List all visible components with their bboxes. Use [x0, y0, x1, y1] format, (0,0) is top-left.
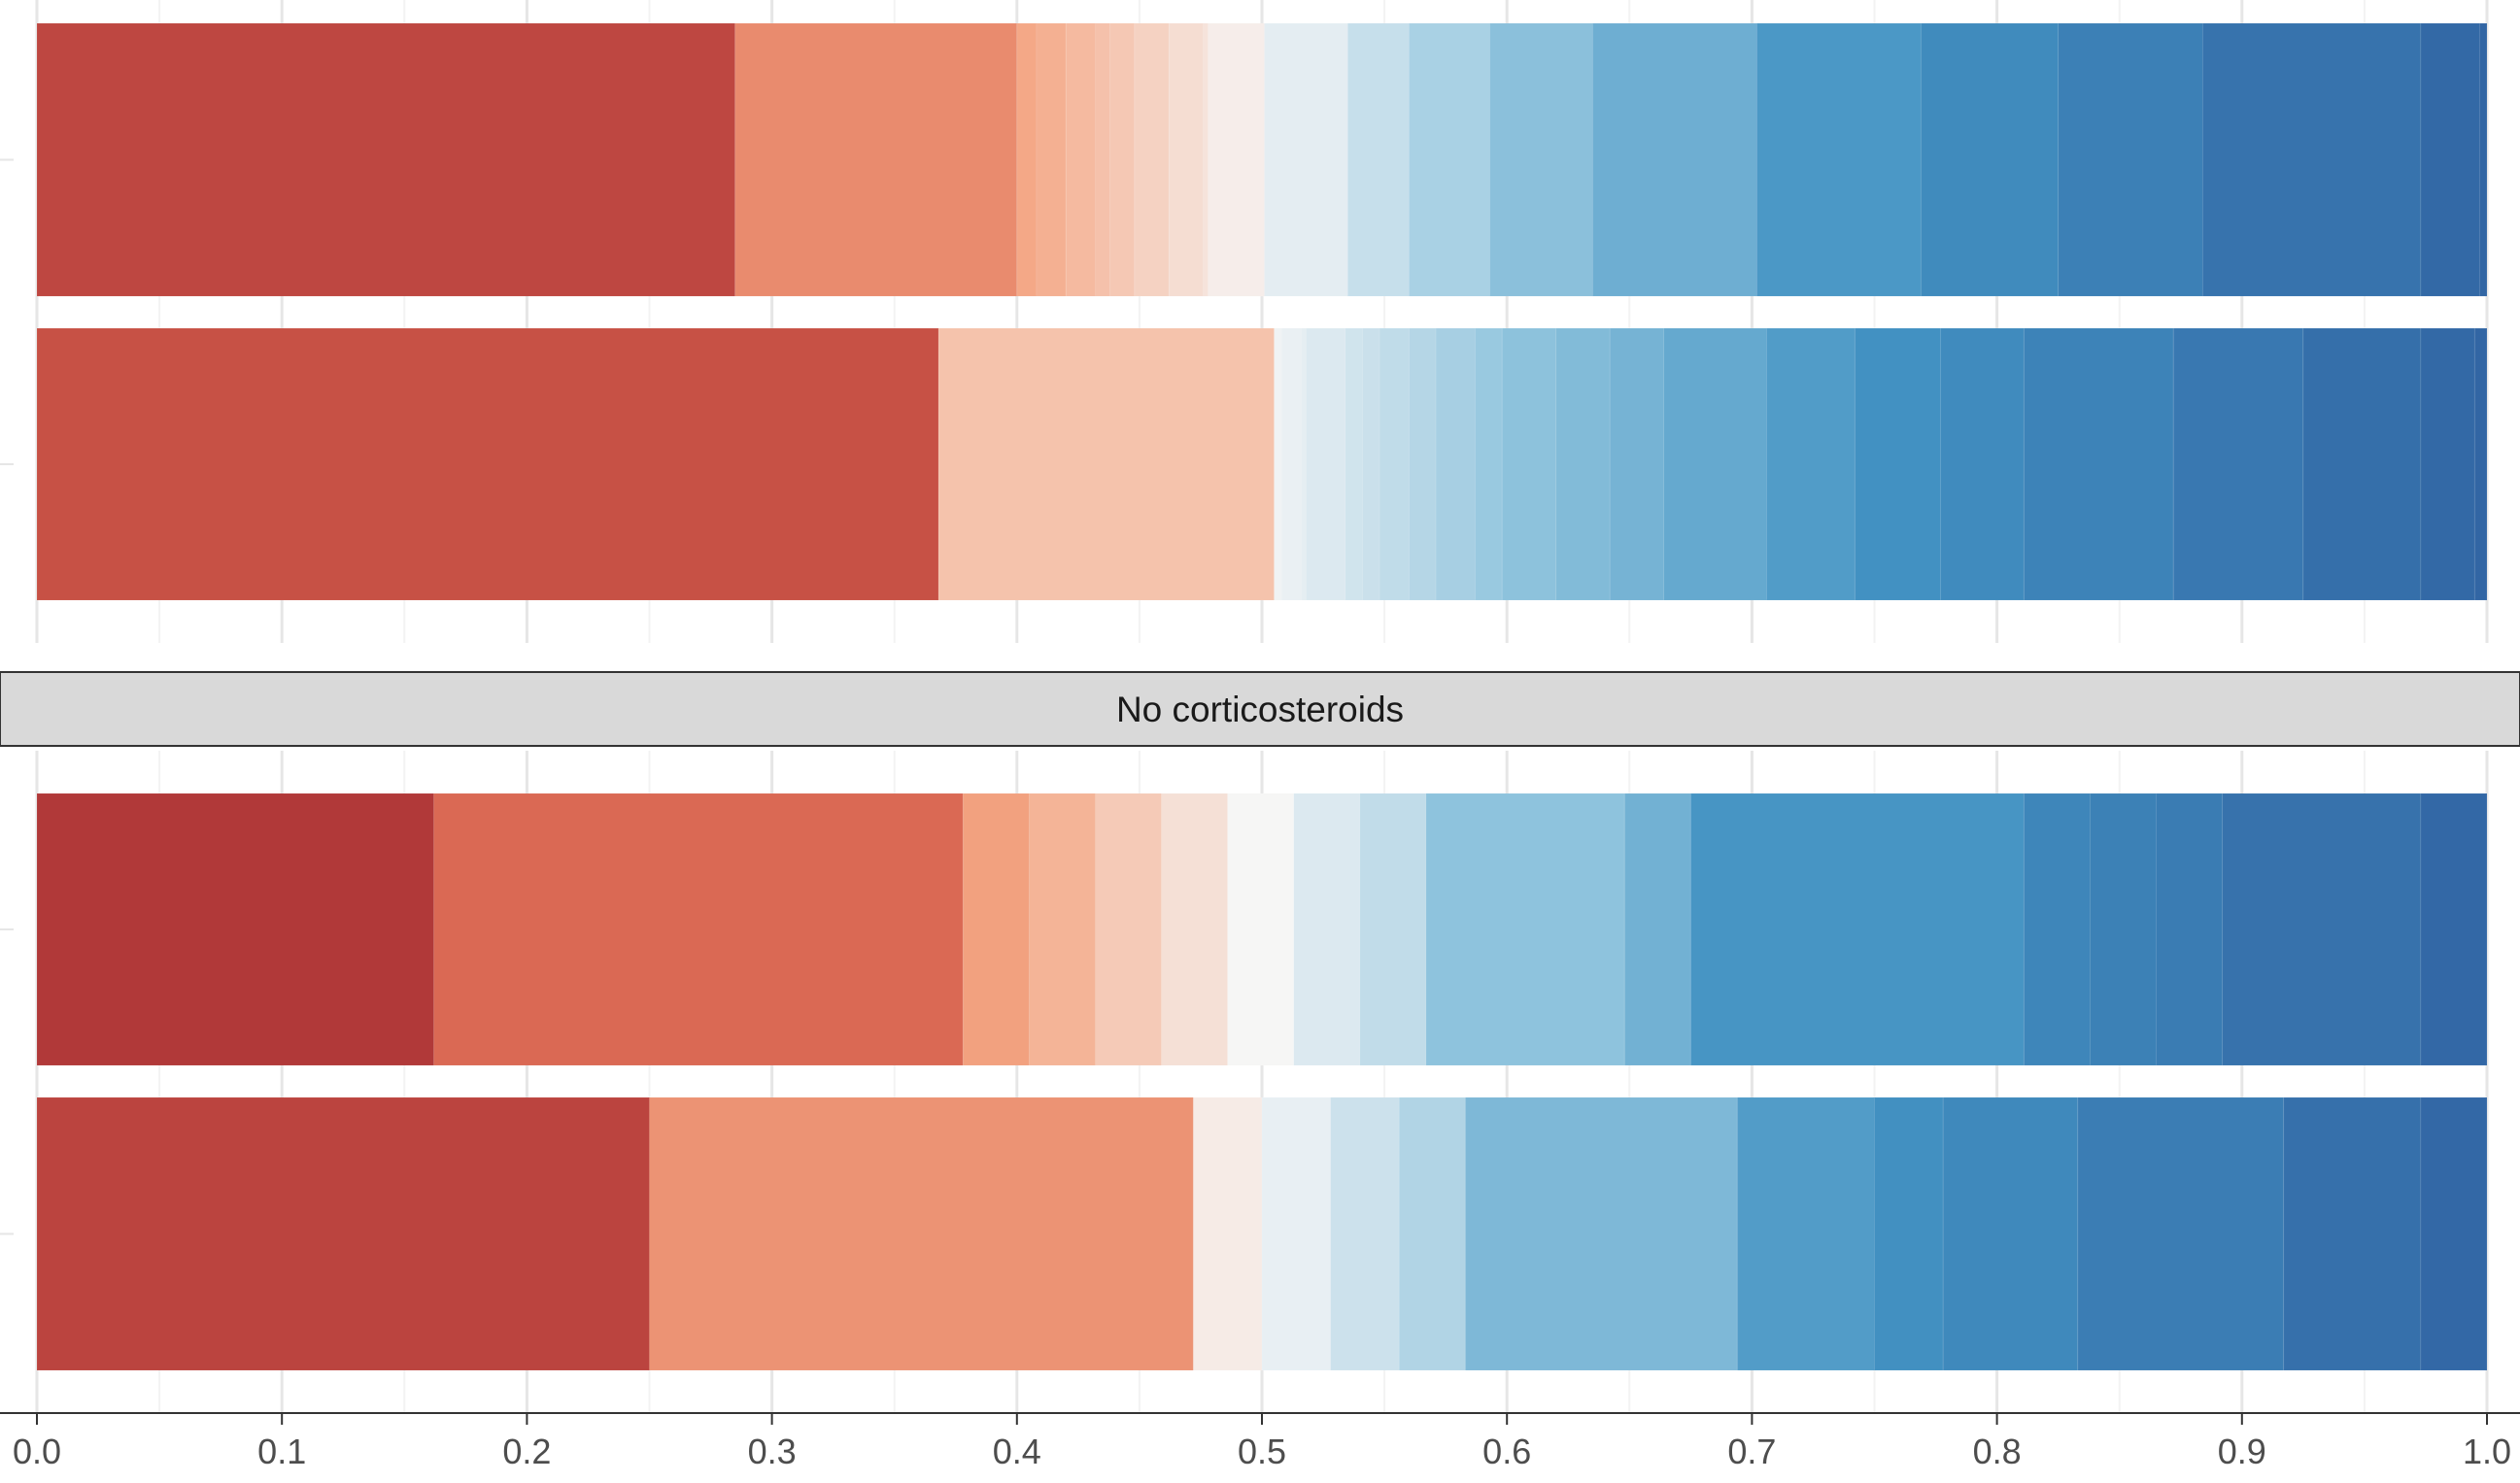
- bar-segment: [1028, 792, 1097, 1066]
- bar-segment: [36, 22, 736, 297]
- bar-segment: [1264, 22, 1348, 297]
- bar-segment: [1361, 327, 1380, 601]
- bar-segment: [1379, 327, 1410, 601]
- bar-segment: [36, 327, 939, 601]
- bar-segment: [2077, 1096, 2285, 1371]
- stacked-bar-2-1: [36, 792, 2488, 1066]
- stacked-bar-1-1: [36, 22, 2488, 297]
- x-tick-label: 0.9: [2218, 1432, 2266, 1471]
- panel-1: [0, 0, 2489, 643]
- bar-segment: [2302, 327, 2422, 601]
- bar-segment: [1345, 327, 1363, 601]
- bar-segment: [1280, 327, 1302, 601]
- bar-segment: [1464, 1096, 1738, 1371]
- bar-segment: [1134, 22, 1170, 297]
- bar-segment: [2473, 327, 2488, 601]
- bar-segment: [2156, 792, 2224, 1066]
- bar-segment: [1330, 1096, 1400, 1371]
- bar-segment: [2283, 1096, 2422, 1371]
- bar-segment: [1274, 327, 1282, 601]
- bar-segment: [36, 792, 435, 1066]
- bar-segment: [2420, 327, 2475, 601]
- bar-segment: [1398, 1096, 1466, 1371]
- bar-segment: [1016, 22, 1038, 297]
- x-tick-label: 0.8: [1973, 1432, 2022, 1471]
- bar-segment: [1474, 327, 1503, 601]
- bar-segment: [36, 1096, 650, 1371]
- bar-segment: [1591, 22, 1757, 297]
- bar-segment: [2420, 1096, 2488, 1371]
- bar-segment: [2023, 792, 2091, 1066]
- bar-segment: [1227, 792, 1295, 1066]
- bar-segment: [1036, 22, 1067, 297]
- bar-segment: [1359, 792, 1427, 1066]
- bar-segment: [1305, 327, 1346, 601]
- bar-segment: [1408, 327, 1437, 601]
- bar-segment: [2201, 22, 2422, 297]
- x-tick-label: 1.0: [2463, 1432, 2511, 1471]
- bar-segment: [2089, 792, 2158, 1066]
- stacked-bar-2-2: [36, 1096, 2488, 1371]
- bar-segment: [1293, 792, 1361, 1066]
- bar-segment: [1408, 22, 1491, 297]
- bar-segment: [2420, 22, 2480, 297]
- bar-segment: [1300, 327, 1307, 601]
- bar-segment: [937, 327, 1276, 601]
- bar-segment: [1161, 792, 1229, 1066]
- facet-strip: [0, 671, 2520, 747]
- x-tick-label: 0.0: [13, 1432, 61, 1471]
- facet-strip-label: No corticosteroids: [1116, 690, 1404, 729]
- x-tick-label: 0.7: [1727, 1432, 1776, 1471]
- bar-segment: [2023, 327, 2174, 601]
- bar-segment: [1609, 327, 1665, 601]
- bar-segment: [1065, 22, 1097, 297]
- bar-segment: [1095, 22, 1111, 297]
- bar-segment: [1095, 792, 1163, 1066]
- x-tick-label: 0.4: [993, 1432, 1041, 1471]
- bar-segment: [1489, 22, 1593, 297]
- bar-segment: [1261, 1096, 1332, 1371]
- bar-segment: [1940, 327, 2025, 601]
- x-tick-label: 0.2: [502, 1432, 551, 1471]
- bar-segment: [1109, 22, 1136, 297]
- bar-segment: [2222, 792, 2422, 1066]
- bar-segment: [1623, 792, 1691, 1066]
- bar-segment: [1425, 792, 1625, 1066]
- bar-segment: [1208, 22, 1266, 297]
- x-tick-label: 0.1: [257, 1432, 306, 1471]
- bar-segment: [1202, 22, 1209, 297]
- bar-segment: [1555, 327, 1611, 601]
- bar-segment: [1501, 327, 1557, 601]
- x-tick-label: 0.6: [1482, 1432, 1531, 1471]
- bar-segment: [1689, 792, 2025, 1066]
- stacked-bar-1-2: [36, 327, 2488, 601]
- x-tick-label: 0.3: [748, 1432, 797, 1471]
- bar-segment: [1766, 327, 1856, 601]
- x-tick-label: 0.5: [1238, 1432, 1286, 1471]
- bar-segment: [2478, 22, 2488, 297]
- bar-segment: [1663, 327, 1768, 601]
- bar-segment: [2172, 327, 2304, 601]
- bar-segment: [1874, 1096, 1944, 1371]
- panel-2: No corticosteroids: [0, 671, 2520, 1413]
- bar-segment: [433, 792, 964, 1066]
- bar-segment: [1920, 22, 2060, 297]
- bar-segment: [1736, 1096, 1875, 1371]
- bar-segment: [1346, 22, 1410, 297]
- bar-segment: [1435, 327, 1476, 601]
- bar-segment: [1192, 1096, 1263, 1371]
- bar-segment: [649, 1096, 1194, 1371]
- bar-segment: [2058, 22, 2203, 297]
- bar-segment: [1942, 1096, 2079, 1371]
- bar-segment: [1168, 22, 1204, 297]
- bar-segment: [1755, 22, 1922, 297]
- bar-segment: [1854, 327, 1942, 601]
- bar-segment: [734, 22, 1018, 297]
- bar-segment: [962, 792, 1030, 1066]
- bar-segment: [2420, 792, 2488, 1066]
